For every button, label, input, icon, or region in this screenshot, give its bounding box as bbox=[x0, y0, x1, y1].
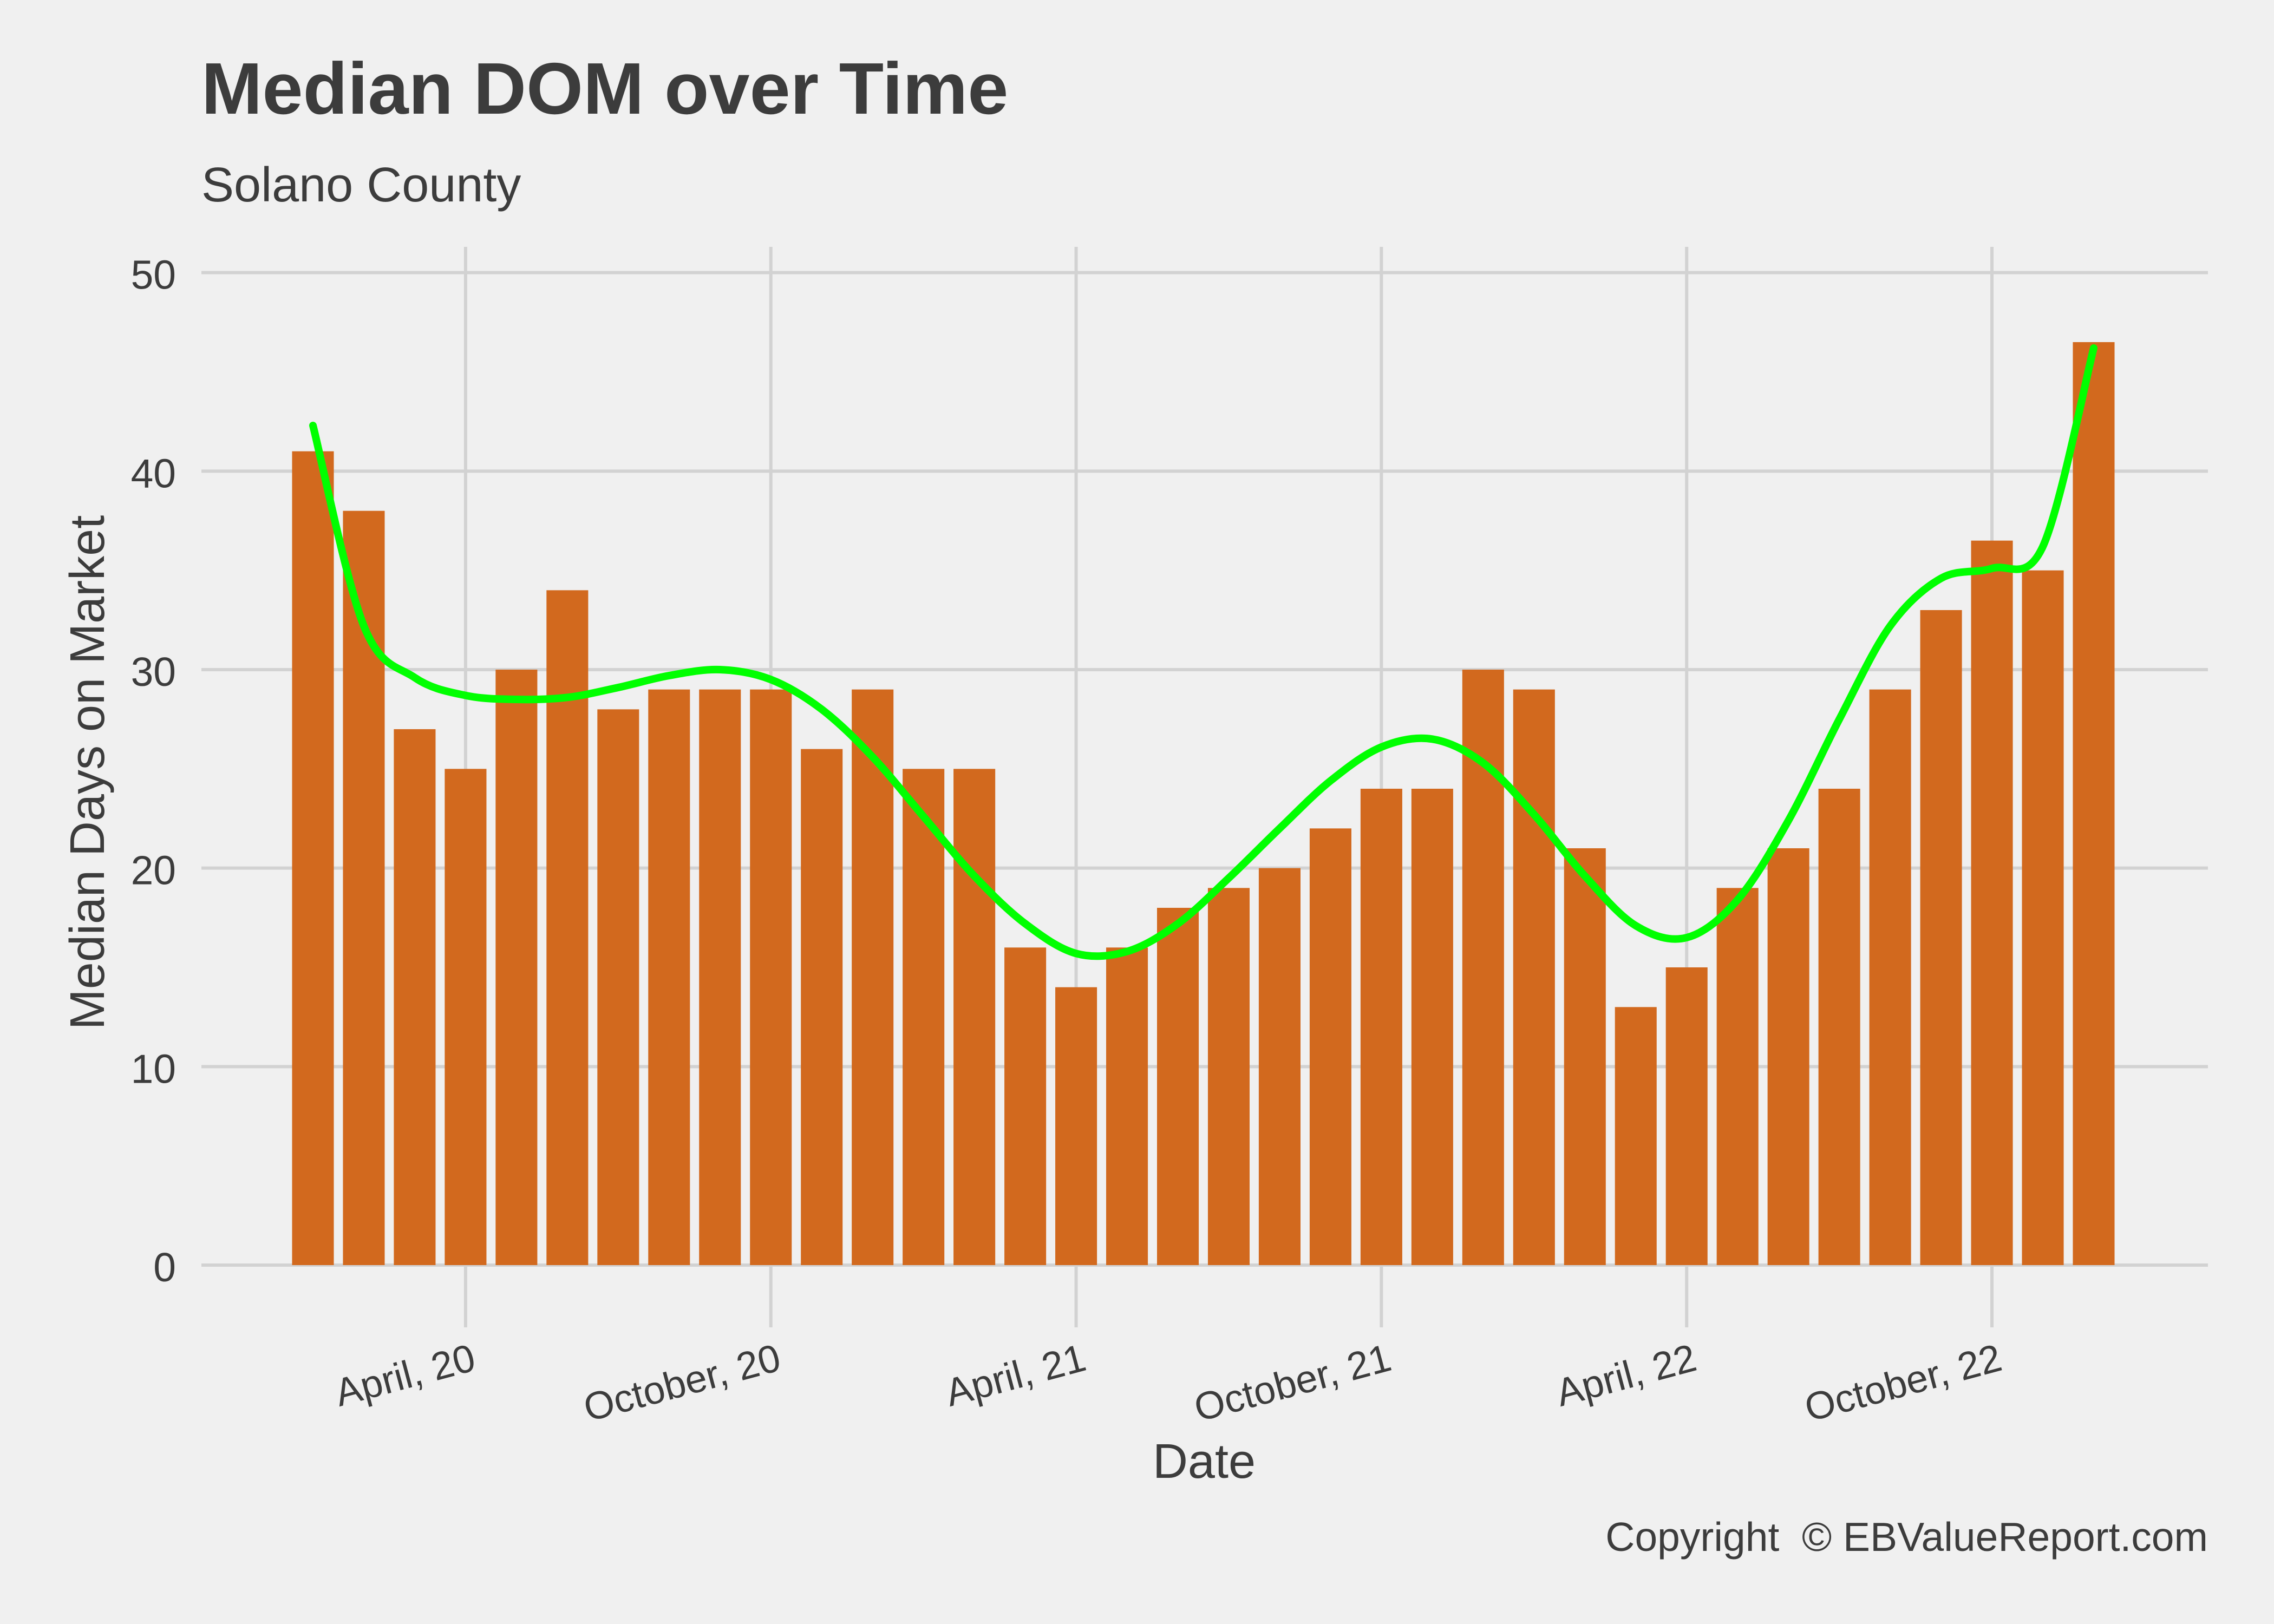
bar-2022-08 bbox=[1869, 689, 1911, 1265]
y-tick-label: 30 bbox=[131, 649, 176, 695]
bar-2020-07 bbox=[597, 709, 639, 1265]
bar-2022-05 bbox=[1716, 888, 1759, 1265]
y-tick-label: 0 bbox=[153, 1245, 176, 1290]
bar-2022-02 bbox=[1564, 848, 1606, 1265]
x-tick-label: October, 22 bbox=[1800, 1336, 2006, 1430]
bar-2022-06 bbox=[1767, 848, 1809, 1265]
bar-2021-05 bbox=[1106, 947, 1148, 1265]
x-axis-title: Date bbox=[1153, 1435, 1256, 1489]
bar-2021-12 bbox=[1462, 670, 1504, 1265]
bar-2020-09 bbox=[699, 689, 741, 1265]
bar-2021-11 bbox=[1411, 789, 1453, 1265]
bar-2021-02 bbox=[953, 769, 996, 1265]
trend-line bbox=[309, 344, 2097, 960]
x-tick-label: April, 21 bbox=[941, 1336, 1090, 1415]
copyright-caption: Copyright © EBValueReport.com bbox=[1605, 1514, 2208, 1560]
bar-2021-09 bbox=[1309, 828, 1351, 1265]
bar-2020-04 bbox=[445, 769, 487, 1265]
bar-2021-01 bbox=[903, 769, 945, 1265]
x-tick-label: October, 21 bbox=[1190, 1336, 1395, 1430]
bar-2022-12 bbox=[2073, 342, 2115, 1265]
bar-2022-04 bbox=[1665, 967, 1708, 1265]
bar-2020-03 bbox=[394, 729, 436, 1265]
bar-2022-10 bbox=[1971, 540, 2013, 1265]
x-tick-label: April, 22 bbox=[1552, 1336, 1701, 1415]
bar-2021-03 bbox=[1004, 947, 1047, 1265]
bar-2021-04 bbox=[1055, 987, 1097, 1265]
bar-2020-06 bbox=[546, 590, 589, 1265]
x-tick-label: October, 20 bbox=[579, 1336, 785, 1430]
bar-2022-07 bbox=[1818, 789, 1860, 1265]
y-tick-label: 40 bbox=[131, 450, 176, 496]
bar-2021-06 bbox=[1156, 908, 1199, 1265]
y-axis-title: Median Days on Market bbox=[61, 515, 115, 1030]
bar-2020-12 bbox=[852, 689, 894, 1265]
bar-2022-01 bbox=[1513, 689, 1555, 1265]
bar-2020-05 bbox=[495, 670, 538, 1265]
bar-2022-03 bbox=[1615, 1007, 1657, 1265]
bar-2020-10 bbox=[750, 689, 792, 1265]
bar-2020-08 bbox=[648, 689, 690, 1265]
bar-2020-01 bbox=[292, 451, 334, 1265]
y-tick-label: 10 bbox=[131, 1046, 176, 1091]
y-tick-label: 50 bbox=[131, 252, 176, 298]
bar-2020-02 bbox=[343, 510, 385, 1265]
bar-2021-08 bbox=[1258, 868, 1301, 1265]
bar-2021-10 bbox=[1360, 789, 1402, 1265]
x-tick-label: April, 20 bbox=[330, 1336, 480, 1415]
bar-2022-09 bbox=[1920, 610, 1962, 1265]
bar-2022-11 bbox=[2022, 570, 2064, 1265]
bar-2021-07 bbox=[1207, 888, 1250, 1265]
y-tick-label: 20 bbox=[131, 848, 176, 893]
chart-title: Median DOM over Time bbox=[201, 48, 1008, 129]
bar-2020-11 bbox=[801, 749, 843, 1265]
chart-subtitle: Solano County bbox=[201, 158, 521, 212]
